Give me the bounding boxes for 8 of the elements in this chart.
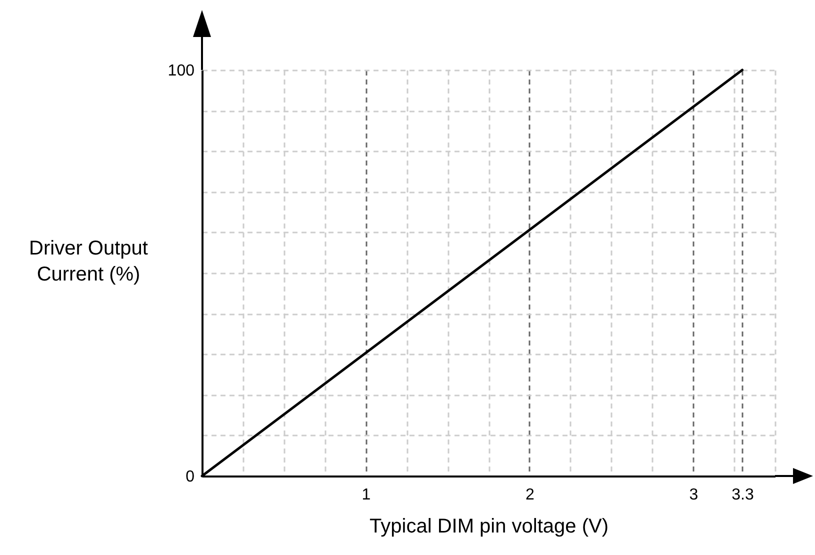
y-axis-title: Driver Output Current (%) xyxy=(29,238,148,286)
x-axis-title: Typical DIM pin voltage (V) xyxy=(370,516,608,538)
y-tick-label: 0 xyxy=(186,468,195,486)
x-tick-label: 3 xyxy=(689,486,698,504)
x-tick-label: 1 xyxy=(362,486,371,504)
y-tick-label: 100 xyxy=(168,62,195,80)
x-tick-label: 3.3 xyxy=(732,486,754,504)
x-tick-label: 2 xyxy=(525,486,534,504)
